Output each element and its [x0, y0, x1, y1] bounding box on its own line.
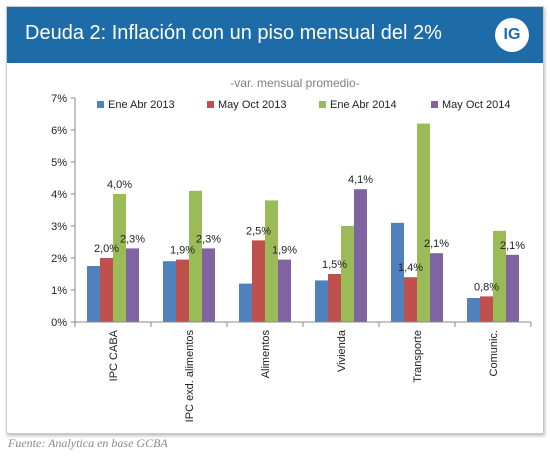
bar — [278, 259, 291, 322]
data-label: 2,3% — [196, 233, 221, 245]
x-tick-label: IPC exd. alimentos — [184, 330, 196, 423]
bar — [506, 254, 519, 322]
bar — [189, 190, 202, 322]
data-label: 1,5% — [322, 259, 347, 271]
x-tick-label: IPC CABA — [108, 329, 120, 381]
x-tick-label: Vivienda — [336, 329, 348, 372]
bar — [315, 280, 328, 322]
bar — [354, 189, 367, 322]
bar — [163, 261, 176, 322]
bars — [87, 123, 519, 322]
bar — [417, 123, 430, 322]
legend-label-3: Ene Abr 2014 — [330, 99, 397, 111]
y-tick-label: 5% — [51, 157, 67, 169]
y-tick-label: 4% — [51, 189, 67, 201]
page-title: Deuda 2: Inflación con un piso mensual d… — [25, 22, 442, 44]
data-label: 2,1% — [500, 240, 525, 252]
y-tick-label: 0% — [51, 317, 67, 329]
data-label: 2,1% — [424, 238, 449, 250]
brand-logo: IG — [495, 18, 529, 52]
legend-swatch-3 — [319, 101, 326, 108]
legend-label-4: May Oct 2014 — [442, 99, 510, 111]
data-label: 1,4% — [398, 262, 423, 274]
legend-label-2: May Oct 2013 — [218, 99, 286, 111]
chart-subtitle: -var. mensual promedio- — [230, 76, 359, 90]
legend-swatch-2 — [207, 101, 214, 108]
bar — [239, 283, 252, 322]
x-tick-label: Alimentos — [260, 330, 272, 379]
y-tick-label: 7% — [51, 93, 67, 105]
bar — [404, 277, 417, 322]
bar — [391, 222, 404, 322]
x-tick-label: Transporte — [412, 330, 424, 383]
x-axis: IPC CABA IPC exd. alimentos Alimentos Vivie… — [74, 321, 532, 423]
data-label: 0,8% — [474, 281, 499, 293]
x-tick-label: Comunic. — [488, 330, 500, 376]
bar — [493, 230, 506, 322]
y-tick-label: 6% — [51, 125, 67, 137]
data-label: 4,0% — [107, 179, 132, 191]
legend-label-1: Ene Abr 2013 — [108, 99, 175, 111]
y-tick-label: 3% — [51, 221, 67, 233]
y-tick-label: 1% — [51, 285, 67, 297]
legend-swatch-4 — [431, 101, 438, 108]
bar — [252, 240, 265, 322]
y-tick-label: 2% — [51, 253, 67, 265]
data-label: 1,9% — [170, 245, 195, 257]
data-labels: 2,0%4,0%2,3%1,9%2,3%2,5%1,9%1,5%4,1%1,4%… — [94, 174, 525, 293]
data-label: 2,3% — [120, 233, 145, 245]
bar — [265, 200, 278, 322]
bar-chart: -var. mensual promedio- Ene Abr 2013 May … — [51, 76, 532, 423]
bar — [480, 296, 493, 322]
bar — [328, 274, 341, 322]
legend-swatch-1 — [97, 101, 104, 108]
bar — [176, 259, 189, 322]
bar — [100, 258, 113, 322]
header-bar: Deuda 2: Inflación con un piso mensual d… — [7, 7, 543, 63]
bar — [202, 248, 215, 322]
chart-card: Deuda 2: Inflación con un piso mensual d… — [6, 6, 544, 434]
bar — [430, 253, 443, 322]
bar — [126, 248, 139, 322]
data-label: 2,0% — [94, 243, 119, 255]
data-label: 2,5% — [246, 225, 271, 237]
data-label: 4,1% — [348, 174, 373, 186]
legend: Ene Abr 2013 May Oct 2013 Ene Abr 2014 May … — [97, 99, 510, 111]
y-axis: 0% 1% 2% 3% 4% 5% 6% 7% — [51, 93, 76, 329]
bar — [113, 194, 126, 322]
data-label: 1,9% — [272, 245, 297, 257]
bar — [341, 226, 354, 322]
bar — [467, 298, 480, 322]
source-note: Fuente: Analytica en base GCBA — [8, 436, 168, 450]
bar — [87, 266, 100, 322]
